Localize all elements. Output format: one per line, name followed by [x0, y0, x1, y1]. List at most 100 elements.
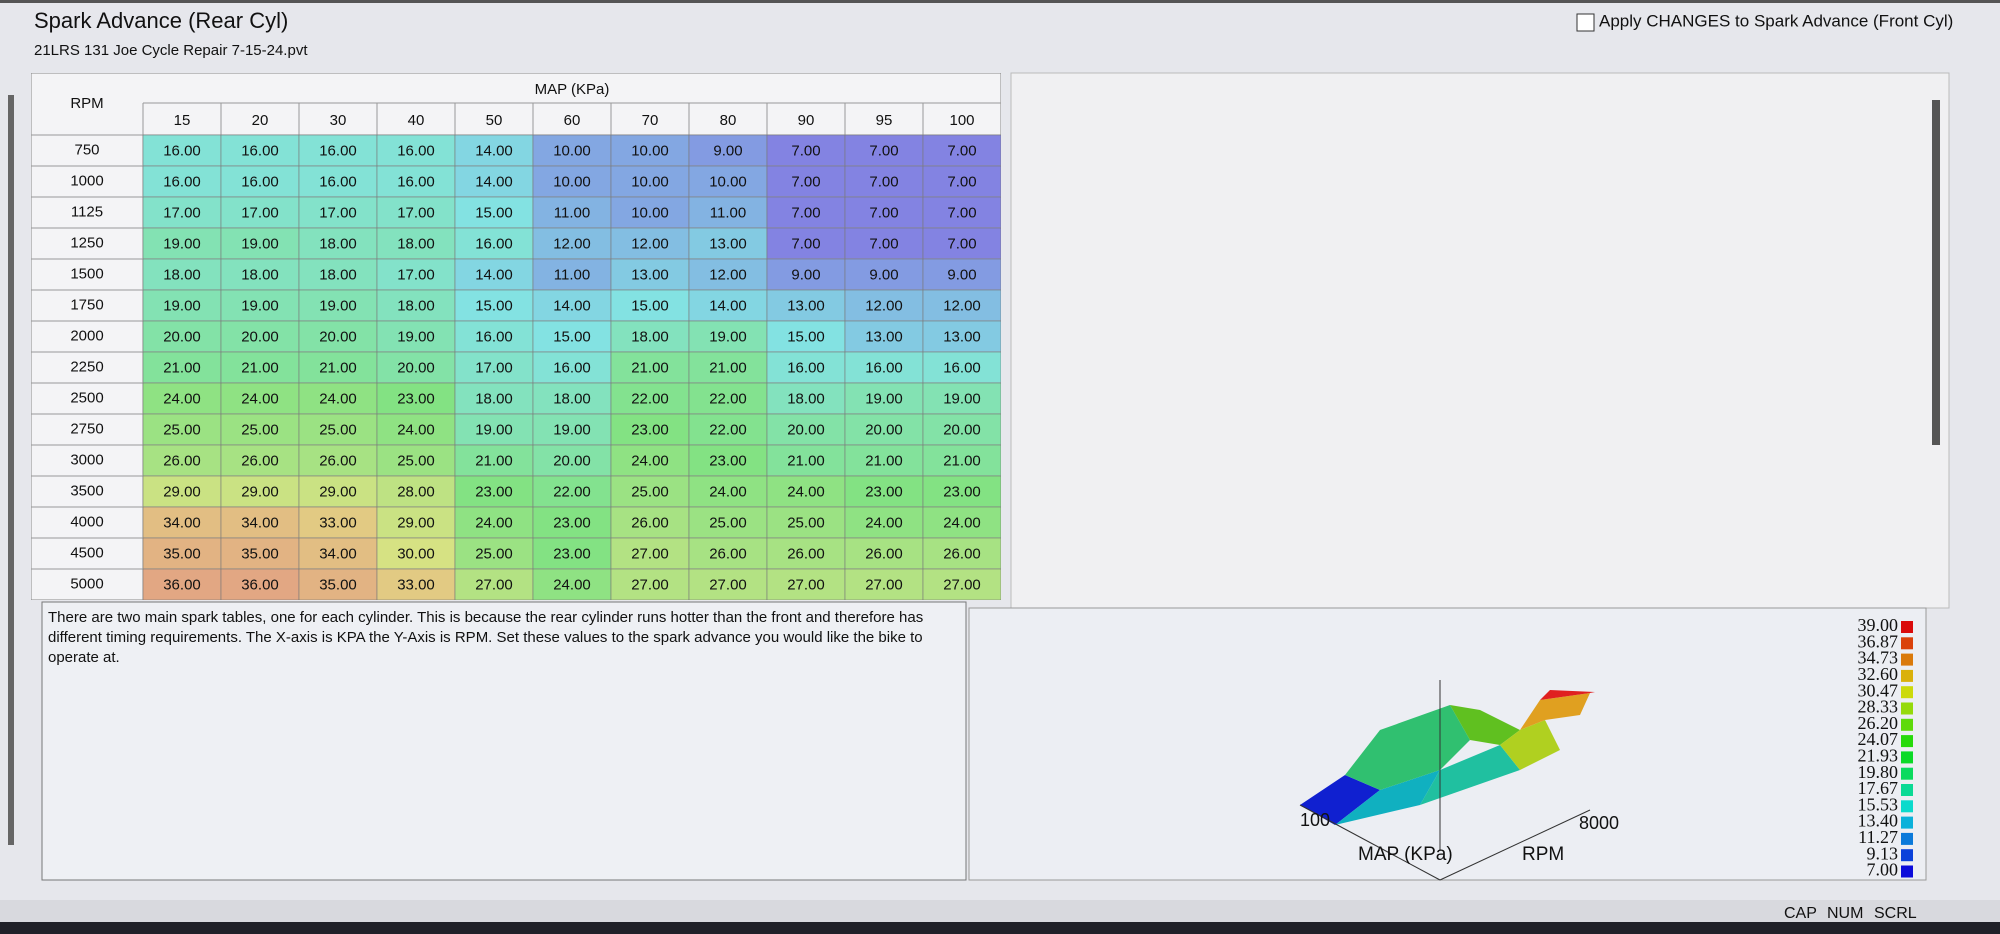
cell-value: 9.00 [947, 266, 976, 283]
surface-3d [1299, 680, 1595, 881]
cell-value: 26.00 [319, 452, 357, 469]
cell-value: 33.00 [319, 514, 357, 531]
surface-face [1300, 775, 1380, 825]
table-cell [844, 258, 924, 291]
table-cell [844, 289, 924, 322]
table-cell [610, 227, 690, 260]
table-cell [610, 382, 690, 415]
window-border [0, 0, 2000, 3]
cell-value: 25.00 [397, 452, 435, 469]
cell-value: 27.00 [709, 576, 747, 593]
cell-value: 7.00 [869, 235, 898, 252]
table-cell [454, 227, 534, 260]
cell-value: 27.00 [631, 545, 669, 562]
cell-value: 17.00 [397, 204, 435, 221]
table-cell [844, 227, 924, 260]
apply-label[interactable]: Apply CHANGES to Spark Advance (Front Cy… [1599, 11, 1953, 30]
table-cell [220, 196, 300, 229]
table-cell [766, 320, 846, 353]
plot-axis [1299, 804, 1441, 881]
table-cell [922, 568, 1001, 600]
cell-value: 23.00 [397, 390, 435, 407]
cell-value: 25.00 [241, 421, 279, 438]
scale-label: 32.60 [1858, 664, 1899, 684]
cell-value: 15.00 [475, 204, 513, 221]
cell-value: 19.00 [943, 390, 981, 407]
cell-value: 11.00 [554, 204, 590, 221]
table-cell [766, 351, 846, 384]
window-title: Spark Advance (Rear Cyl) [34, 8, 288, 33]
cell-value: 7.00 [869, 142, 898, 159]
table-cell [766, 165, 846, 198]
cell-value: 13.00 [709, 235, 747, 252]
row-header: 2000 [70, 327, 103, 344]
cell-value: 16.00 [163, 173, 201, 190]
table-cell [142, 227, 222, 260]
table-cell [532, 320, 612, 353]
cell-value: 10.00 [709, 173, 747, 190]
cell-value: 14.00 [475, 266, 513, 283]
table-cell [454, 134, 534, 167]
row-header: 1125 [71, 203, 103, 220]
scale-swatch [1901, 718, 1913, 731]
cell-value: 17.00 [163, 204, 201, 221]
table-cell [844, 382, 924, 415]
table-cell [298, 413, 378, 446]
cell-value: 9.00 [791, 266, 820, 283]
table-cell [298, 444, 378, 477]
column-header: 95 [876, 112, 893, 129]
table-cell [298, 537, 378, 570]
apply-checkbox[interactable] [1576, 13, 1595, 32]
cell-value: 20.00 [319, 328, 357, 345]
table-cell [844, 506, 924, 539]
cell-value: 7.00 [791, 235, 820, 252]
table-cell [766, 475, 846, 508]
table-cell [220, 506, 300, 539]
table-cell [376, 413, 456, 446]
cell-value: 18.00 [319, 266, 357, 283]
cell-value: 29.00 [163, 483, 201, 500]
surface-top-panel [1010, 72, 1950, 609]
cell-value: 13.00 [865, 328, 903, 345]
table-cell [454, 382, 534, 415]
scale-swatch [1901, 702, 1913, 715]
cell-value: 13.00 [787, 297, 825, 314]
cell-value: 19.00 [319, 297, 357, 314]
cell-value: 27.00 [475, 576, 513, 593]
cell-value: 16.00 [553, 359, 591, 376]
scale-swatch [1901, 767, 1913, 780]
table-cell [454, 506, 534, 539]
table-cell [844, 568, 924, 600]
table-cell [220, 382, 300, 415]
cell-value: 19.00 [553, 421, 591, 438]
table-cell [610, 320, 690, 353]
cell-value: 7.00 [791, 204, 820, 221]
right-scrollbar[interactable] [1932, 100, 1940, 445]
table-cell [142, 320, 222, 353]
cell-value: 26.00 [631, 514, 669, 531]
cell-value: 21.00 [943, 452, 981, 469]
cell-value: 17.00 [241, 204, 279, 221]
scale-swatch [1901, 865, 1913, 878]
scale-label: 13.40 [1858, 811, 1899, 831]
column-header: 70 [642, 112, 659, 129]
cell-value: 24.00 [553, 576, 591, 593]
scale-swatch [1901, 751, 1913, 764]
table-cell [454, 537, 534, 570]
cell-value: 23.00 [553, 514, 591, 531]
table-cell [220, 165, 300, 198]
cell-value: 20.00 [865, 421, 903, 438]
table-cell [142, 258, 222, 291]
cell-value: 24.00 [787, 483, 825, 500]
cell-value: 10.00 [631, 204, 669, 221]
plot-x-label: MAP (KPa) [1358, 844, 1453, 865]
cell-value: 16.00 [397, 142, 435, 159]
cell-value: 24.00 [475, 514, 513, 531]
row-header: 1000 [70, 172, 103, 189]
cell-value: 7.00 [947, 235, 976, 252]
table-cell [922, 258, 1001, 291]
cell-value: 24.00 [943, 514, 981, 531]
table-cell [844, 134, 924, 167]
table-cell [532, 227, 612, 260]
table-cell [298, 258, 378, 291]
